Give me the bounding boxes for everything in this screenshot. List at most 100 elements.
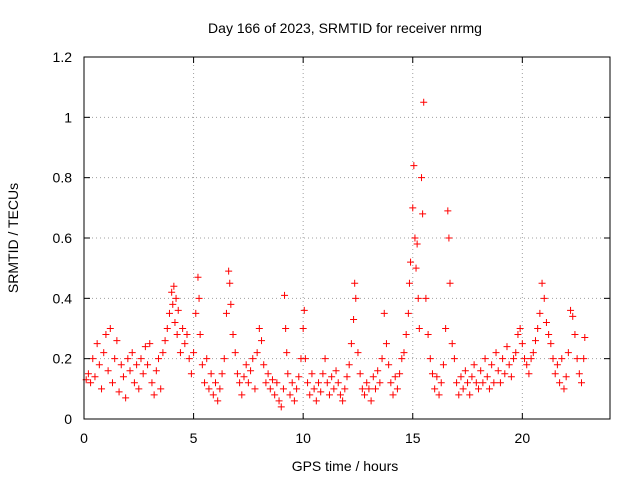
data-point: [319, 370, 327, 378]
data-point: [301, 355, 309, 363]
data-point: [523, 361, 531, 369]
data-point: [172, 294, 180, 302]
data-points: [82, 98, 589, 411]
data-point: [91, 373, 99, 381]
y-tick-label: 0.6: [53, 230, 73, 246]
data-point: [433, 373, 441, 381]
data-point: [255, 325, 263, 332]
data-point: [266, 385, 274, 393]
data-point: [499, 355, 507, 363]
data-point: [126, 367, 134, 375]
data-point: [479, 379, 487, 387]
data-point: [547, 340, 555, 348]
data-point: [527, 355, 535, 363]
data-point: [260, 361, 268, 369]
data-point: [179, 325, 187, 332]
data-point: [323, 379, 331, 387]
data-point: [343, 373, 351, 381]
data-point: [369, 373, 377, 381]
data-point: [512, 349, 520, 357]
data-point: [345, 361, 353, 369]
data-point: [163, 325, 171, 332]
data-point: [514, 331, 522, 339]
data-point: [398, 355, 406, 363]
data-point: [422, 294, 430, 302]
data-point: [122, 394, 130, 402]
data-point: [396, 370, 404, 378]
x-tick-label: 0: [80, 430, 88, 446]
data-point: [119, 373, 127, 381]
data-point: [569, 312, 577, 320]
data-point: [475, 385, 482, 393]
data-point: [492, 349, 500, 357]
data-point: [412, 264, 420, 272]
data-point: [341, 385, 349, 393]
data-point: [382, 340, 390, 348]
data-point: [286, 391, 294, 399]
data-point: [300, 306, 308, 314]
data-point: [194, 273, 202, 281]
data-point: [455, 391, 463, 399]
data-point: [271, 391, 279, 399]
data-point: [198, 361, 206, 369]
data-point: [419, 210, 427, 218]
data-point: [192, 309, 200, 317]
data-point: [157, 385, 165, 393]
data-point: [222, 309, 230, 317]
data-point: [89, 355, 97, 363]
data-point: [350, 315, 358, 323]
data-point: [573, 355, 581, 363]
data-point: [393, 385, 401, 393]
data-point: [571, 331, 579, 339]
data-point: [378, 355, 386, 363]
data-point: [470, 361, 478, 369]
data-point: [181, 340, 189, 348]
data-point: [87, 379, 95, 387]
data-point: [226, 279, 234, 287]
data-point: [371, 385, 379, 393]
data-point: [201, 379, 209, 387]
data-point: [352, 294, 360, 302]
data-point: [277, 403, 285, 411]
data-point: [174, 306, 182, 314]
x-tick-label: 20: [515, 430, 531, 446]
data-point: [351, 279, 359, 287]
data-point: [459, 385, 467, 393]
y-tick-label: 0.4: [53, 290, 73, 306]
data-point: [361, 391, 369, 399]
data-point: [293, 385, 301, 393]
data-point: [551, 370, 559, 378]
data-point: [262, 379, 270, 387]
x-tick-label: 15: [405, 430, 421, 446]
data-point: [407, 258, 415, 266]
data-point: [146, 340, 154, 348]
data-point: [195, 294, 203, 302]
data-point: [165, 309, 173, 317]
data-point: [133, 361, 141, 369]
data-point: [450, 355, 458, 363]
data-point: [106, 325, 114, 332]
data-point: [446, 279, 454, 287]
data-point: [549, 355, 557, 363]
data-point: [538, 279, 546, 287]
data-point: [98, 385, 106, 393]
data-point: [481, 355, 489, 363]
x-tick-label: 10: [295, 430, 311, 446]
data-point: [229, 331, 237, 339]
data-point: [264, 370, 272, 378]
data-point: [135, 385, 143, 393]
data-point: [402, 331, 410, 339]
data-point: [130, 379, 138, 387]
data-point: [389, 391, 397, 399]
data-point: [556, 379, 564, 387]
data-point: [84, 370, 92, 378]
data-point: [169, 300, 177, 308]
data-point: [525, 370, 533, 378]
data-point: [374, 367, 382, 375]
data-point: [380, 309, 388, 317]
data-point: [304, 379, 312, 387]
data-point: [411, 234, 419, 242]
data-point: [516, 325, 524, 332]
data-point: [581, 334, 589, 342]
data-point: [310, 385, 318, 393]
